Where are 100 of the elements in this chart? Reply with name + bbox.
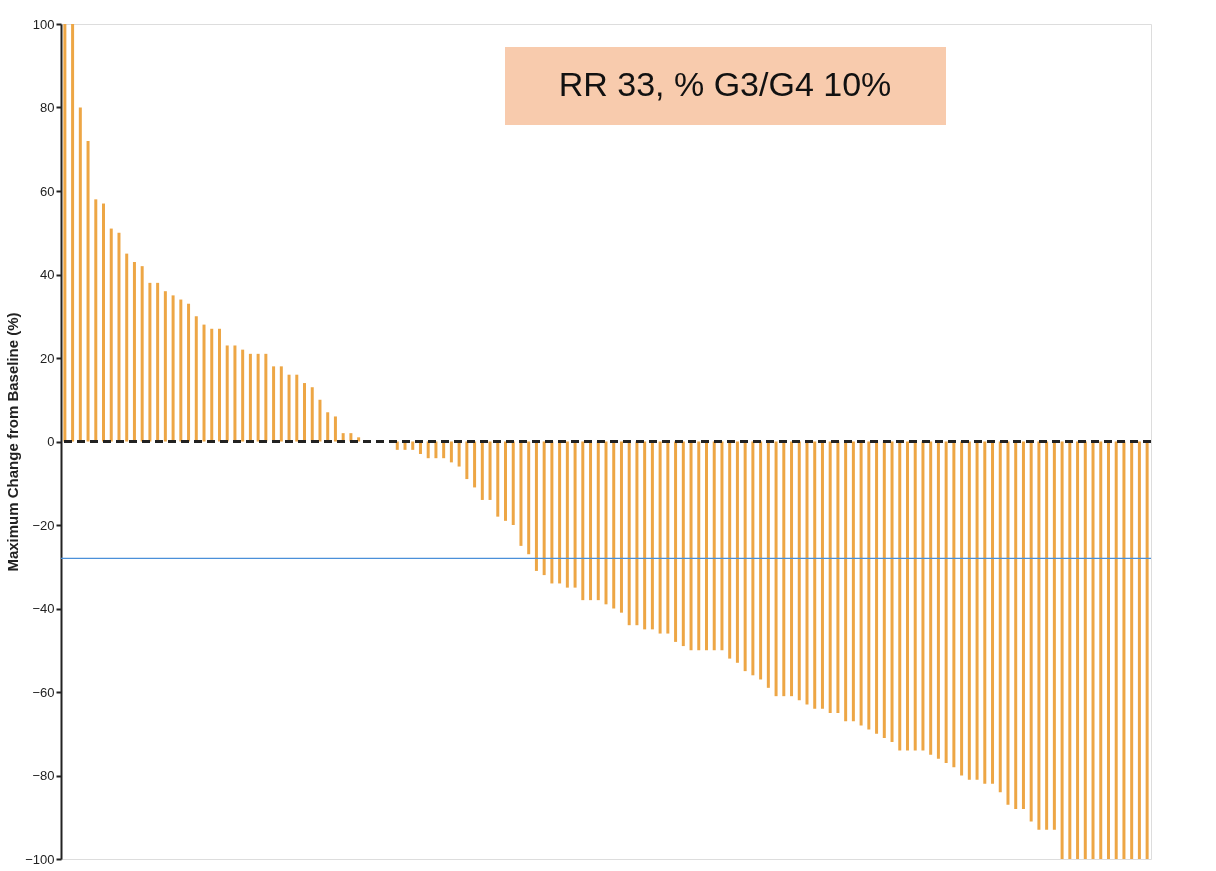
bar: [256, 353, 260, 442]
bar: [287, 374, 291, 442]
bar: [905, 441, 909, 751]
bar: [248, 353, 252, 442]
bar: [589, 441, 593, 601]
y-tick-label: 80: [40, 100, 55, 115]
bar: [163, 291, 167, 442]
bar: [836, 441, 840, 713]
bar: [944, 441, 948, 763]
bar: [1076, 441, 1080, 859]
bar: [86, 140, 90, 442]
bar: [991, 441, 995, 784]
bar: [171, 295, 175, 442]
bar: [882, 441, 886, 738]
y-tick-label: 0: [47, 434, 55, 449]
bar: [504, 441, 507, 521]
bar: [1122, 441, 1126, 859]
bar: [975, 441, 979, 780]
bar: [666, 441, 670, 634]
bar: [952, 441, 956, 768]
bar: [1037, 441, 1041, 830]
bar: [643, 441, 647, 630]
bar: [650, 441, 654, 630]
bar: [333, 416, 337, 442]
bar: [573, 441, 577, 588]
bar: [279, 366, 283, 442]
bar: [790, 441, 794, 697]
bar: [674, 441, 678, 642]
bar: [1145, 441, 1149, 859]
bar: [395, 441, 399, 450]
bar: [774, 441, 778, 697]
y-tick-label: 20: [40, 350, 55, 366]
bar: [241, 349, 245, 442]
bar: [782, 441, 786, 697]
bar: [496, 441, 500, 517]
bar: [890, 441, 894, 743]
bar: [225, 345, 229, 442]
bar: [148, 282, 152, 442]
bar: [480, 441, 484, 500]
bar: [558, 441, 562, 584]
bar: [295, 374, 299, 442]
bar: [929, 441, 933, 755]
bar: [805, 441, 809, 705]
bar: [751, 441, 755, 676]
bar: [766, 441, 770, 688]
bar: [705, 441, 708, 651]
bar: [604, 441, 608, 605]
bar: [1083, 441, 1087, 859]
bar: [1021, 441, 1025, 809]
bar: [851, 441, 855, 722]
bar: [565, 441, 569, 588]
bar: [457, 441, 461, 467]
bar: [596, 441, 600, 601]
bar: [797, 441, 801, 701]
y-tick-label: −100: [25, 851, 55, 867]
bar: [1068, 441, 1072, 859]
bar: [1099, 441, 1103, 859]
bar: [1006, 441, 1010, 805]
bar: [612, 441, 616, 609]
bar: [542, 441, 546, 576]
bar: [728, 441, 732, 659]
bar: [318, 399, 322, 442]
bar: [1137, 441, 1141, 859]
bar: [109, 228, 113, 442]
bar: [233, 345, 237, 442]
bar: [125, 253, 129, 442]
annotation: RR 33, % G3/G4 10%: [558, 65, 892, 103]
y-tick-label: 60: [40, 183, 55, 199]
bar: [859, 441, 863, 726]
y-tick-label: 40: [40, 267, 55, 282]
bar: [1045, 441, 1049, 830]
bar: [63, 24, 67, 442]
bar: [998, 441, 1002, 793]
bar: [519, 441, 523, 546]
bar: [759, 441, 763, 680]
bar: [921, 441, 925, 751]
bar: [179, 299, 183, 442]
bar: [867, 441, 871, 730]
bar: [434, 441, 438, 459]
bar: [875, 441, 879, 734]
bar: [550, 441, 554, 584]
bar: [635, 441, 639, 626]
bar: [156, 282, 160, 442]
bar: [1130, 441, 1134, 859]
bar: [681, 441, 685, 647]
bar: [140, 266, 144, 442]
bar: [411, 441, 415, 450]
bar: [94, 199, 98, 442]
bar: [983, 441, 987, 784]
bar: [1014, 441, 1018, 809]
bar: [187, 303, 191, 442]
bar: [78, 107, 82, 442]
bar: [936, 441, 940, 759]
bar: [194, 316, 198, 442]
bar: [720, 441, 724, 651]
bar: [426, 441, 430, 459]
bar: [743, 441, 747, 672]
y-tick-label: −40: [32, 601, 55, 616]
bar: [210, 328, 214, 442]
bar: [1091, 441, 1095, 859]
